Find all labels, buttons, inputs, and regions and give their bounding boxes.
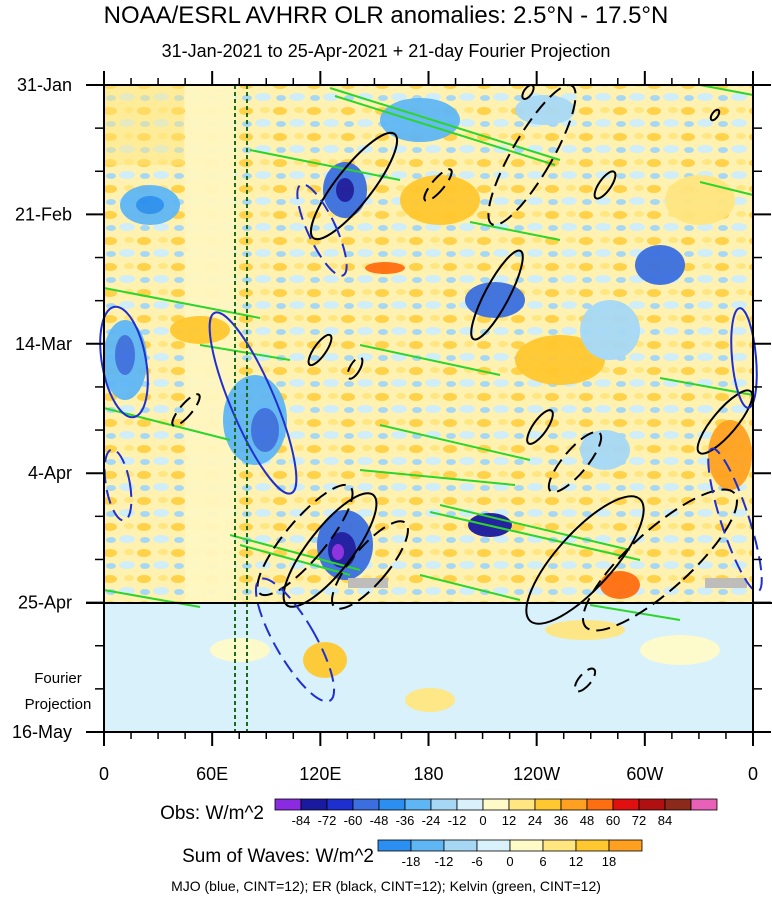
waves-colorbar-level-label: -18 <box>402 854 421 869</box>
obs-colorbar-level-label: -36 <box>396 813 415 828</box>
obs-colorbar-swatch <box>638 798 666 811</box>
obs-colorbar-level-label: 36 <box>554 813 568 828</box>
wave-legend-footer: MJO (blue, CINT=12); ER (black, CINT=12)… <box>171 878 601 894</box>
obs-colorbar: -84 -72 -60 -48 -36 -24 -12 0 12 24 36 48 60 72 84 <box>274 798 718 828</box>
obs-colorbar-level-label: 0 <box>479 813 486 828</box>
axis-ticks <box>86 71 771 746</box>
y-tick-label: 4-Apr <box>28 463 72 483</box>
obs-colorbar-swatch <box>300 798 328 811</box>
obs-colorbar-swatch <box>456 798 484 811</box>
waves-colorbar-level-label: 18 <box>602 854 616 869</box>
obs-colorbar-swatch <box>534 798 562 811</box>
y-tick-label: 31-Jan <box>17 75 72 95</box>
x-tick-label: 0 <box>99 764 109 784</box>
mjo-contours <box>99 305 758 495</box>
obs-legend-label: Obs: W/m^2 <box>160 803 264 824</box>
waves-colorbar-level-label: 0 <box>506 854 513 869</box>
waves-colorbar-level-label: 6 <box>539 854 546 869</box>
obs-colorbar-level-label: 60 <box>606 813 620 828</box>
obs-colorbar-swatch <box>586 798 614 811</box>
mjo-contours-negative <box>103 183 763 703</box>
projection-region <box>104 603 753 732</box>
y-tick-label: 16-May <box>12 722 72 742</box>
obs-colorbar-level-label: 48 <box>580 813 594 828</box>
obs-colorbar-swatch <box>326 798 354 811</box>
obs-colorbar-level-label: -24 <box>422 813 441 828</box>
y-tick-label: 14-Mar <box>15 334 72 354</box>
obs-colorbar-level-label: -84 <box>292 813 311 828</box>
axis-tick-labels: 0 60E 120E 180 120W 60W 0 31-Jan 21-Feb 14-Mar 4-A… <box>12 75 758 784</box>
obs-colorbar-swatch <box>690 798 718 811</box>
obs-colorbar-level-label: 12 <box>502 813 516 828</box>
kelvin-contours <box>103 84 754 621</box>
er-contours-negative <box>171 83 738 693</box>
x-tick-label: 120W <box>513 764 560 784</box>
obs-colorbar-level-label: -12 <box>448 813 467 828</box>
er-contours <box>282 84 754 625</box>
reference-longitude-lines <box>234 85 248 732</box>
obs-colorbar-level-label: 24 <box>528 813 542 828</box>
obs-colorbar-level-label: -60 <box>344 813 363 828</box>
waves-colorbar-level-label: -12 <box>435 854 454 869</box>
obs-colorbar-swatch <box>404 798 432 811</box>
waves-colorbar-swatch <box>509 839 544 852</box>
chart-title: NOAA/ESRL AVHRR OLR anomalies: 2.5°N - 1… <box>103 2 669 29</box>
obs-colorbar-swatch <box>560 798 588 811</box>
waves-colorbar: -18 -12 -6 0 6 12 18 <box>377 839 643 869</box>
waves-colorbar-swatch <box>410 839 445 852</box>
waves-colorbar-swatch <box>608 839 643 852</box>
y-tick-label: 25-Apr <box>18 593 72 613</box>
waves-colorbar-swatch <box>476 839 511 852</box>
anomaly-shading <box>103 85 752 712</box>
projection-label-line2: Projection <box>25 696 92 713</box>
x-tick-label: 60W <box>626 764 663 784</box>
x-tick-label: 120E <box>299 764 341 784</box>
waves-colorbar-level-label: 12 <box>569 854 583 869</box>
waves-colorbar-swatch <box>575 839 610 852</box>
waves-colorbar-swatch <box>443 839 478 852</box>
obs-colorbar-swatch <box>482 798 510 811</box>
x-tick-label: 60E <box>196 764 228 784</box>
obs-colorbar-swatch <box>612 798 640 811</box>
obs-colorbar-level-label: -48 <box>370 813 389 828</box>
x-tick-label: 180 <box>413 764 443 784</box>
x-tick-label: 0 <box>748 764 758 784</box>
obs-colorbar-swatch <box>274 798 302 811</box>
waves-legend-label: Sum of Waves: W/m^2 <box>182 846 374 867</box>
projection-label-line1: Fourier <box>34 670 82 687</box>
obs-colorbar-swatch <box>378 798 406 811</box>
waves-colorbar-swatch <box>377 839 412 852</box>
waves-colorbar-swatch <box>542 839 577 852</box>
obs-colorbar-swatch <box>430 798 458 811</box>
obs-colorbar-swatch <box>664 798 692 811</box>
obs-colorbar-level-label: 72 <box>632 813 646 828</box>
obs-colorbar-swatch <box>508 798 536 811</box>
obs-colorbar-level-label: 84 <box>658 813 672 828</box>
obs-colorbar-swatch <box>352 798 380 811</box>
y-tick-label: 21-Feb <box>15 204 72 224</box>
waves-colorbar-level-label: -6 <box>471 854 483 869</box>
chart-subtitle: 31-Jan-2021 to 25-Apr-2021 + 21-day Four… <box>161 41 611 61</box>
obs-colorbar-level-label: -72 <box>318 813 337 828</box>
